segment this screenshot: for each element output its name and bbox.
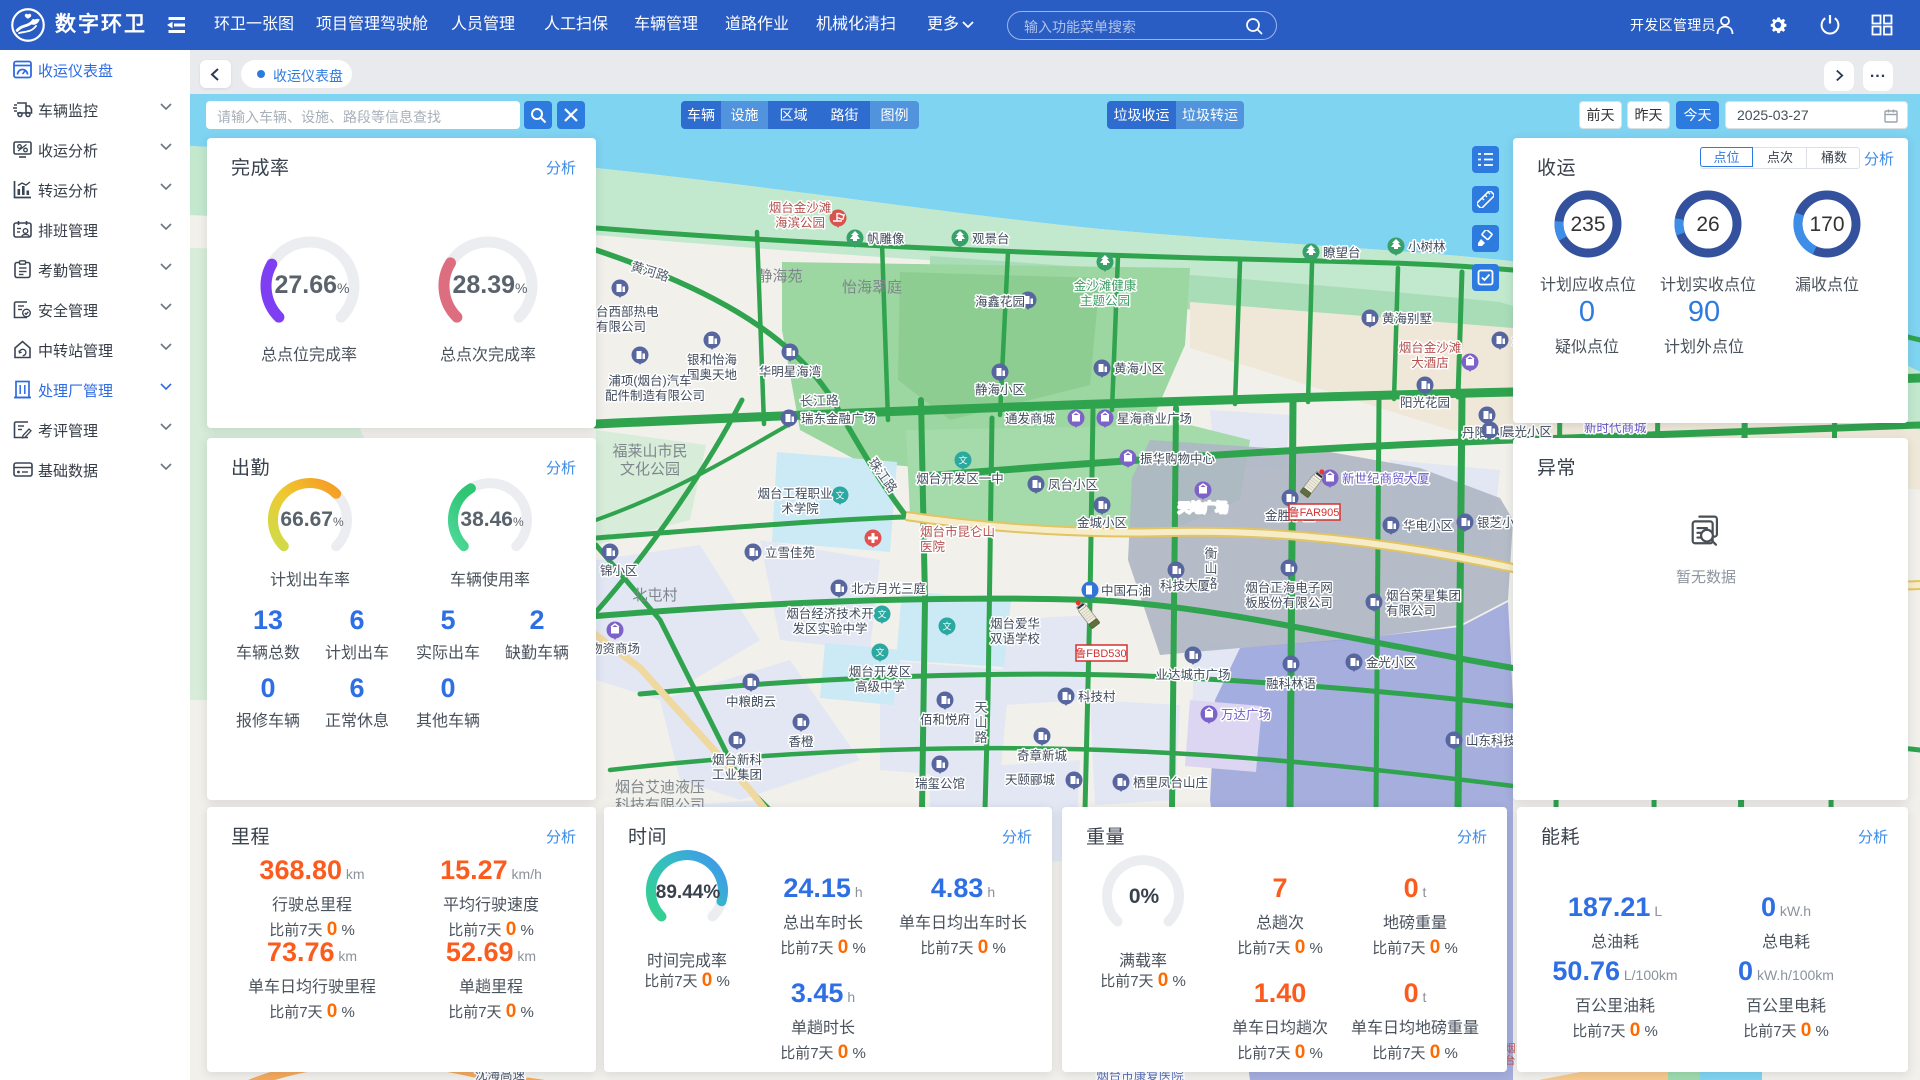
svg-text:235: 235 [1570, 213, 1605, 236]
svg-text:瑞玺公馆: 瑞玺公馆 [915, 776, 965, 791]
svg-text:业达城市广场: 业达城市广场 [1155, 667, 1230, 682]
svg-text:北屯村: 北屯村 [632, 587, 677, 604]
svg-text:栖里凤台山庄: 栖里凤台山庄 [1133, 775, 1208, 790]
svg-text:浦项(烟台)汽车: 浦项(烟台)汽车 [608, 373, 691, 388]
svg-text:黄海别墅: 黄海别墅 [1382, 311, 1432, 326]
svg-text:静海小区: 静海小区 [975, 382, 1025, 397]
svg-text:新世纪商贸大厦: 新世纪商贸大厦 [1342, 471, 1430, 486]
svg-text:烟台经济技术开: 烟台经济技术开 [786, 606, 874, 621]
svg-text:烟台开发区一中: 烟台开发区一中 [916, 471, 1004, 486]
svg-text:烟: 烟 [1505, 1041, 1516, 1055]
svg-text:立雪佳苑: 立雪佳苑 [765, 545, 816, 560]
svg-text:89.44%: 89.44% [656, 882, 721, 903]
svg-text:天地广场: 天地广场 [1178, 501, 1228, 515]
svg-text:山: 山 [974, 715, 987, 730]
svg-text:静海苑: 静海苑 [757, 268, 802, 285]
svg-text:高级中学: 高级中学 [855, 679, 905, 694]
svg-text:北方月光三庭: 北方月光三庭 [851, 581, 927, 596]
svg-text:0%: 0% [1129, 885, 1160, 908]
svg-text:烟台新科: 烟台新科 [712, 752, 763, 767]
svg-text:工业集团: 工业集团 [712, 767, 762, 782]
svg-text:26: 26 [1696, 213, 1719, 236]
svg-text:路: 路 [974, 730, 987, 745]
svg-text:66.67%: 66.67% [280, 508, 344, 531]
svg-text:华明星海湾: 华明星海湾 [759, 364, 822, 379]
svg-text:烟台艾迪液压: 烟台艾迪液压 [615, 779, 705, 796]
svg-text:有限公司: 有限公司 [1386, 604, 1436, 618]
svg-text:瞭望台: 瞭望台 [1323, 245, 1361, 260]
svg-text:中国石油: 中国石油 [1101, 583, 1151, 598]
svg-text:锦小区: 锦小区 [600, 564, 638, 578]
svg-text:金城小区: 金城小区 [1077, 515, 1127, 530]
svg-text:海鑫花园: 海鑫花园 [975, 294, 1025, 309]
svg-text:大酒店: 大酒店 [1411, 356, 1449, 370]
svg-text:路: 路 [1204, 576, 1217, 591]
svg-text:板股份有限公司: 板股份有限公司 [1245, 596, 1333, 610]
svg-text:天: 天 [974, 700, 987, 715]
svg-text:观景台: 观景台 [972, 231, 1010, 246]
svg-text:鲁FBD530: 鲁FBD530 [1075, 646, 1126, 660]
svg-text:物资商场: 物资商场 [590, 641, 640, 656]
svg-text:阳光花园: 阳光花园 [1400, 395, 1450, 410]
svg-text:福莱山市民: 福莱山市民 [612, 443, 687, 460]
svg-text:怡海翠庭: 怡海翠庭 [842, 279, 902, 296]
svg-text:170: 170 [1809, 213, 1844, 236]
svg-text:金沙滩健康: 金沙滩健康 [1074, 278, 1137, 293]
svg-text:香橙: 香橙 [788, 734, 814, 749]
svg-text:38.46%: 38.46% [460, 508, 524, 531]
svg-text:国奥天地: 国奥天地 [687, 368, 738, 382]
svg-text:27.66%: 27.66% [274, 271, 349, 299]
svg-text:银和怡海: 银和怡海 [687, 352, 738, 367]
svg-text:帆雕像: 帆雕像 [867, 231, 905, 246]
svg-text:鲁FAR905: 鲁FAR905 [1289, 505, 1340, 519]
svg-text:医院: 医院 [920, 540, 946, 554]
svg-text:长江路: 长江路 [800, 393, 840, 409]
svg-text:瑞东金融广场: 瑞东金融广场 [801, 411, 876, 426]
svg-text:烟台工程职业: 烟台工程职业 [757, 486, 832, 501]
svg-text:融科林语: 融科林语 [1266, 677, 1316, 691]
svg-text:烟台荣星集团: 烟台荣星集团 [1386, 588, 1461, 603]
svg-text:烟台市昆仑山: 烟台市昆仑山 [920, 524, 995, 539]
svg-text:配件制造有限公司: 配件制造有限公司 [605, 389, 705, 403]
svg-text:发区实验中学: 发区实验中学 [792, 621, 867, 636]
svg-text:振华购物中心: 振华购物中心 [1140, 451, 1216, 466]
svg-text:海滨公园: 海滨公园 [775, 215, 825, 230]
svg-text:小树林: 小树林 [1408, 239, 1446, 254]
svg-text:科技大厦: 科技大厦 [1160, 579, 1210, 593]
svg-text:烟台开发区: 烟台开发区 [849, 664, 912, 679]
svg-text:黄海小区: 黄海小区 [1114, 361, 1164, 376]
svg-text:金光小区: 金光小区 [1366, 655, 1416, 670]
svg-text:主题公园: 主题公园 [1080, 294, 1130, 308]
svg-text:奇章新城: 奇章新城 [1017, 748, 1068, 763]
svg-text:双语学校: 双语学校 [990, 631, 1041, 646]
svg-text:台西部热电: 台西部热电 [596, 304, 659, 319]
svg-text:中粮朗云: 中粮朗云 [726, 694, 776, 709]
svg-text:衡: 衡 [1204, 546, 1217, 561]
svg-text:晨光小区: 晨光小区 [1502, 425, 1552, 439]
svg-text:新时代商城: 新时代商城 [1584, 420, 1647, 435]
svg-text:文化公园: 文化公园 [620, 461, 680, 478]
svg-text:星海商业广场: 星海商业广场 [1117, 411, 1192, 426]
svg-text:烟台金沙滩: 烟台金沙滩 [1399, 340, 1462, 355]
svg-text:佰和悦府: 佰和悦府 [920, 712, 970, 727]
svg-text:凤台小区: 凤台小区 [1048, 477, 1098, 492]
svg-text:山: 山 [1204, 561, 1217, 576]
svg-text:华电小区: 华电小区 [1403, 518, 1453, 533]
svg-text:烟台爱华: 烟台爱华 [990, 616, 1040, 631]
svg-text:台: 台 [1505, 1053, 1516, 1067]
svg-text:烟台正海电子网: 烟台正海电子网 [1245, 580, 1333, 595]
svg-text:28.39%: 28.39% [452, 271, 527, 299]
svg-text:术学院: 术学院 [781, 501, 819, 516]
svg-text:科技村: 科技村 [1078, 690, 1116, 704]
svg-text:天颐郦城: 天颐郦城 [1005, 773, 1056, 787]
svg-text:万达广场: 万达广场 [1221, 708, 1271, 722]
svg-text:烟台金沙滩: 烟台金沙滩 [769, 200, 832, 215]
svg-text:通发商城: 通发商城 [1005, 411, 1056, 426]
svg-text:有限公司: 有限公司 [596, 320, 646, 334]
svg-text:山东科技: 山东科技 [1466, 734, 1517, 748]
